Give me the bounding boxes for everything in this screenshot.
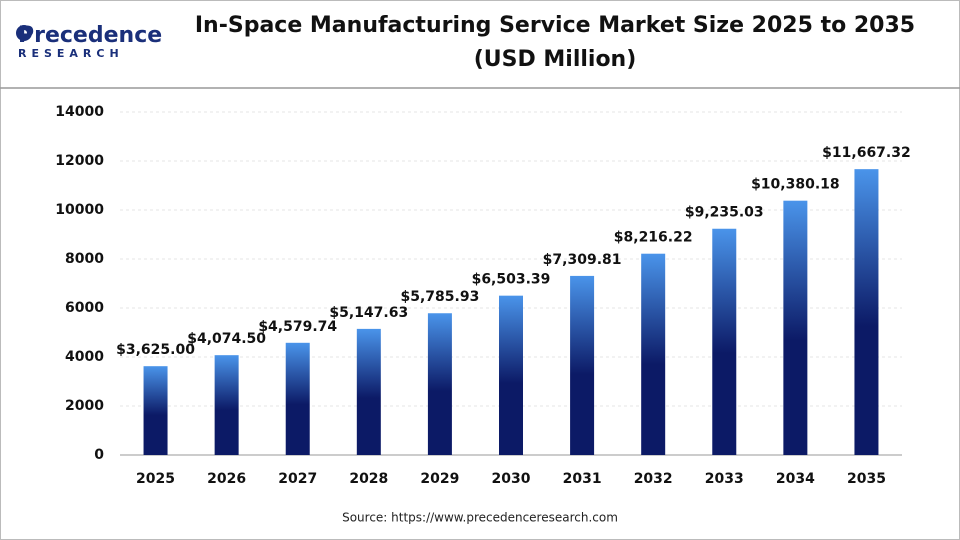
y-tick-label: 14000 (55, 104, 104, 120)
y-tick-label: 4000 (65, 349, 104, 365)
y-tick-label: 2000 (65, 398, 104, 414)
x-tick-label: 2032 (634, 471, 673, 487)
value-label: $4,074.50 (187, 331, 266, 347)
bar (356, 328, 381, 455)
x-tick-label: 2026 (207, 471, 246, 487)
bar (641, 253, 666, 455)
bar (712, 228, 737, 455)
logo: Precedence RESEARCH (16, 23, 162, 60)
x-tick-label: 2030 (492, 471, 531, 487)
value-label: $5,785.93 (400, 289, 479, 305)
bar (499, 295, 523, 455)
x-tick-label: 2025 (136, 471, 175, 487)
value-label: $8,216.22 (614, 230, 693, 246)
source: Source: https://www.precedenceresearch.c… (342, 511, 618, 525)
x-tick-label: 2034 (776, 471, 815, 487)
bar (427, 313, 452, 455)
value-label: $10,380.18 (751, 177, 840, 193)
bar (285, 342, 310, 455)
chart-title: (USD Million) (474, 47, 637, 72)
value-label: $6,503.39 (472, 272, 551, 288)
x-tick-label: 2027 (278, 471, 317, 487)
y-tick-label: 12000 (55, 153, 104, 169)
x-tick-label: 2035 (847, 471, 886, 487)
y-tick-label: 10000 (55, 202, 104, 218)
brand-sub: RESEARCH (18, 47, 124, 60)
bar (854, 169, 879, 455)
value-label: $7,309.81 (543, 252, 622, 268)
bar (570, 275, 595, 455)
y-tick-label: 8000 (65, 251, 104, 267)
brand: Precedence (18, 23, 162, 48)
value-label: $3,625.00 (116, 342, 195, 358)
value-label: $11,667.32 (822, 145, 911, 161)
value-label: $4,579.74 (258, 319, 337, 335)
bar (214, 355, 239, 455)
x-tick-label: 2033 (705, 471, 744, 487)
logo-icon-dot (21, 30, 27, 36)
chart-title: In-Space Manufacturing Service Market Si… (195, 13, 915, 38)
y-tick-label: 6000 (65, 300, 104, 316)
y-tick-label: 0 (94, 447, 104, 463)
bar (143, 366, 168, 455)
x-tick-label: 2028 (349, 471, 388, 487)
x-tick-label: 2029 (420, 471, 459, 487)
bar (783, 200, 808, 455)
x-tick-label: 2031 (563, 471, 602, 487)
value-label: $9,235.03 (685, 205, 764, 221)
value-label: $5,147.63 (329, 305, 408, 321)
